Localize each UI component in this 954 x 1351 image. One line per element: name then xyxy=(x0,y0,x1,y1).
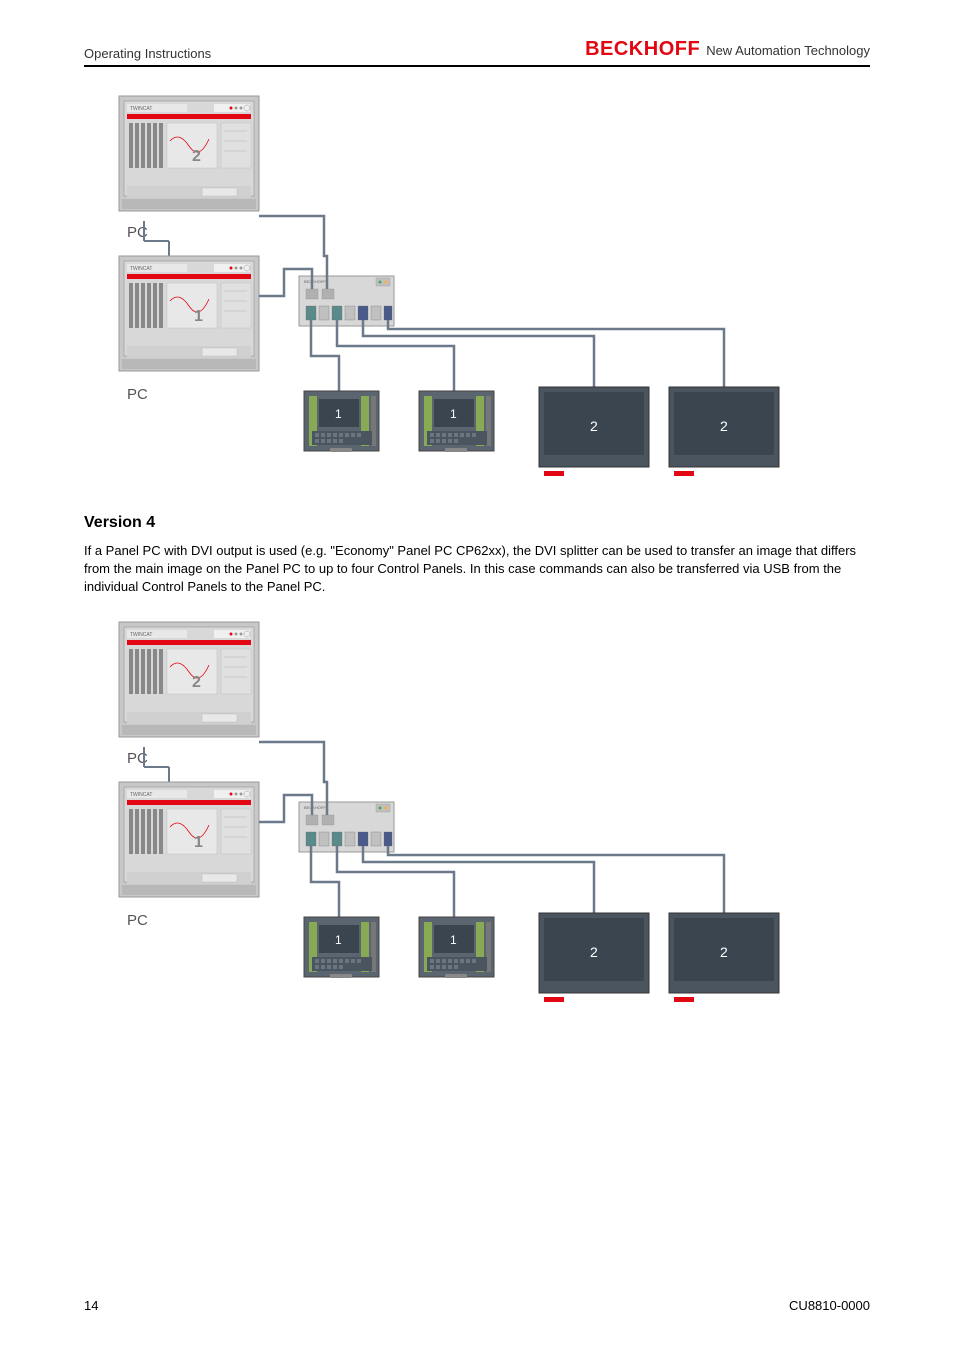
pc-label-lower-2: PC xyxy=(127,912,148,929)
page-header: Operating Instructions BECKHOFF New Auto… xyxy=(84,38,870,67)
svg-text:TWINCAT: TWINCAT xyxy=(130,792,152,798)
beckhoff-logo: BECKHOFF xyxy=(585,38,700,61)
section-body-text: If a Panel PC with DVI output is used (e… xyxy=(84,542,870,597)
svg-text:TWINCAT: TWINCAT xyxy=(130,266,152,272)
svg-text:2: 2 xyxy=(192,148,201,165)
pc-label-lower: PC xyxy=(127,386,148,403)
display-2-2a: 2 xyxy=(539,913,649,1002)
display-label-2-2b: 2 xyxy=(720,944,728,960)
control-panel-2-1b: 1 xyxy=(419,917,494,978)
diagram-2-svg: TWINCAT 2 xyxy=(84,617,804,1012)
display-2-2b: 2 xyxy=(669,913,779,1002)
diagram-2: TWINCAT 2 xyxy=(84,617,870,1012)
header-section-title: Operating Instructions xyxy=(84,46,211,61)
section-heading: Version 4 xyxy=(84,514,870,532)
pc-upper: TWINCAT 2 xyxy=(119,96,259,211)
control-panel-1b: 1 xyxy=(419,391,494,452)
svg-text:TWINCAT: TWINCAT xyxy=(130,106,152,112)
svg-text:TWINCAT: TWINCAT xyxy=(130,632,152,638)
footer-doc-id: CU8810-0000 xyxy=(789,1298,870,1313)
svg-text:BECKHOFF: BECKHOFF xyxy=(304,279,326,284)
display-label-2-2a: 2 xyxy=(590,944,598,960)
cp-label-1a: 1 xyxy=(335,407,342,421)
logo-subtitle: New Automation Technology xyxy=(706,43,870,58)
pc-lower-2: TWINCAT 1 xyxy=(119,782,259,897)
display-2a: 2 xyxy=(539,387,649,476)
pc-lower: TWINCAT 1 xyxy=(119,256,259,371)
cp-label-2-1a: 1 xyxy=(335,933,342,947)
display-label-2a: 2 xyxy=(590,418,598,434)
svg-text:2: 2 xyxy=(192,674,201,691)
page-footer: 14 CU8810-0000 xyxy=(84,1298,870,1313)
svg-text:BECKHOFF: BECKHOFF xyxy=(304,805,326,810)
control-panel-1a: 1 xyxy=(304,391,379,452)
svg-text:1: 1 xyxy=(194,308,203,325)
diagram-1-svg: TWINCAT 2 xyxy=(84,91,804,486)
display-2b: 2 xyxy=(669,387,779,476)
diagram-1: TWINCAT 2 xyxy=(84,91,870,486)
control-panel-2-1a: 1 xyxy=(304,917,379,978)
cp-label-1b: 1 xyxy=(450,407,457,421)
footer-page-number: 14 xyxy=(84,1298,98,1313)
header-logo-group: BECKHOFF New Automation Technology xyxy=(585,38,870,61)
display-label-2b: 2 xyxy=(720,418,728,434)
cp-label-2-1b: 1 xyxy=(450,933,457,947)
svg-text:1: 1 xyxy=(194,834,203,851)
pc-upper-2: TWINCAT 2 xyxy=(119,622,259,737)
